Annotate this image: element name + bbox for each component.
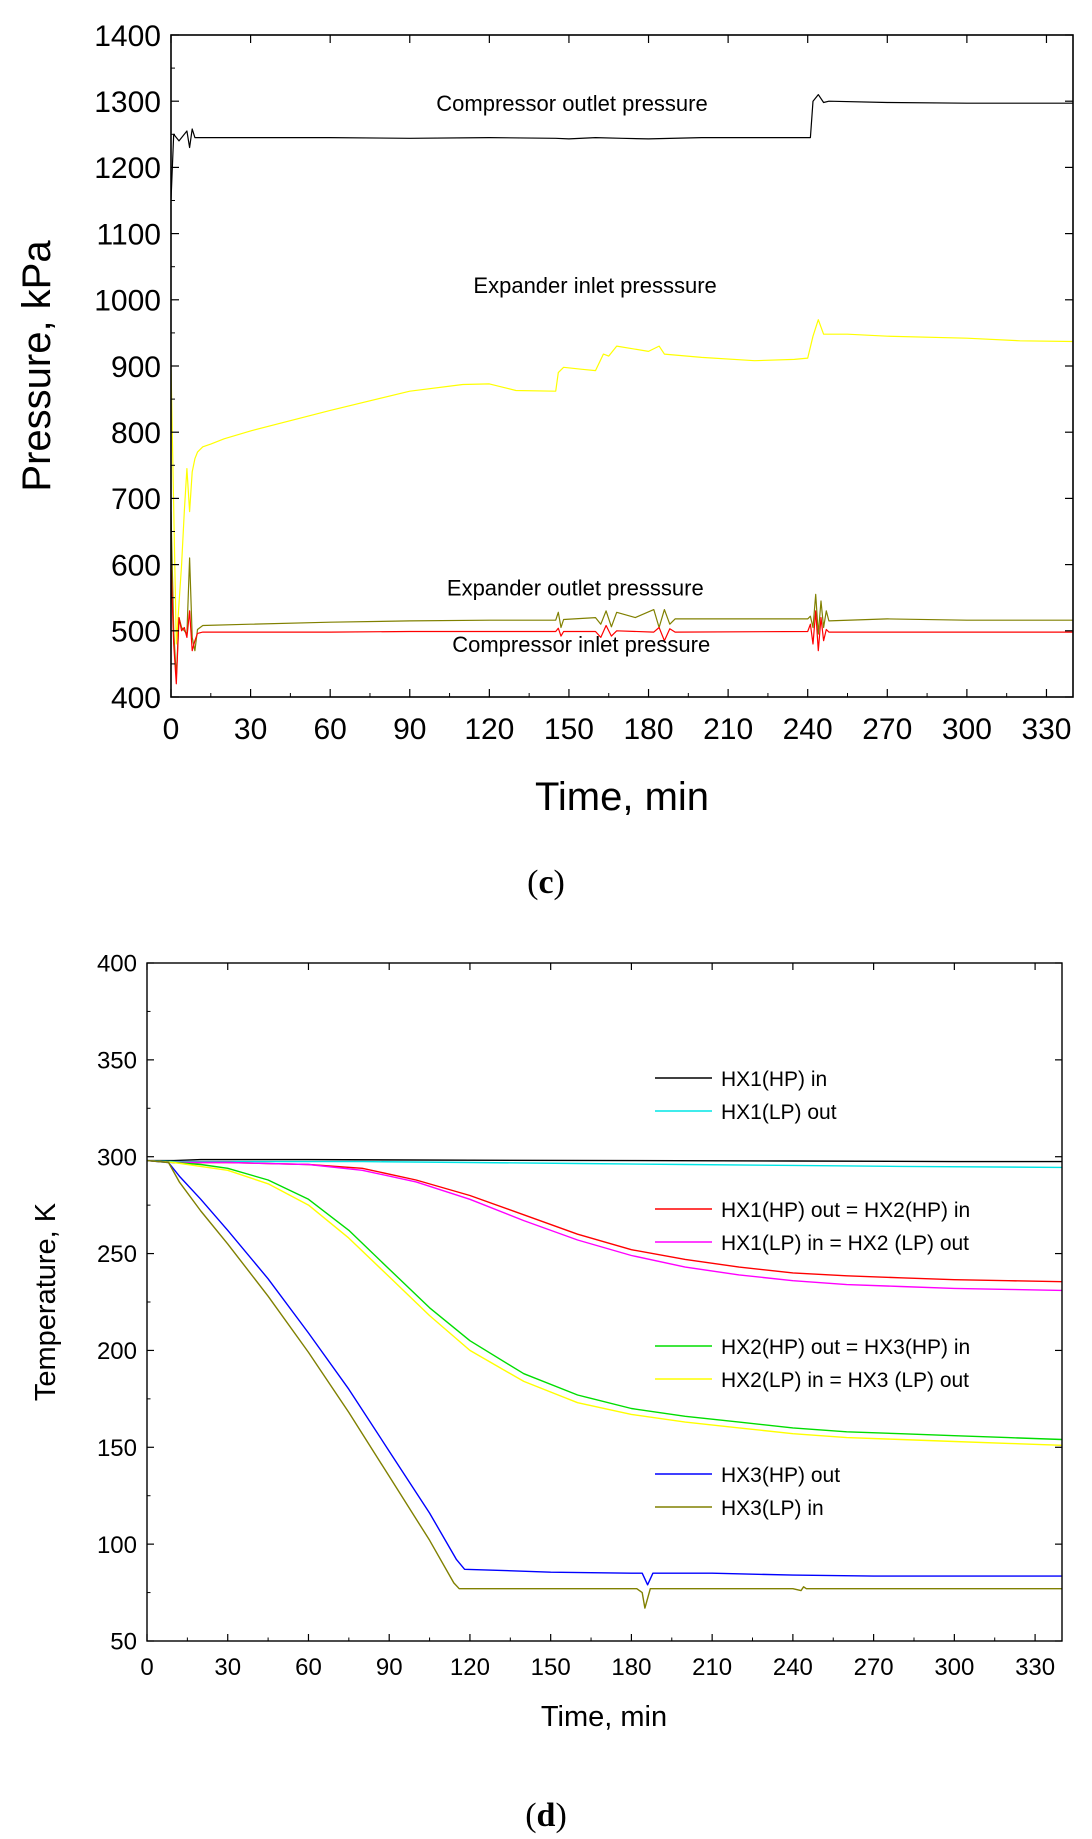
panel-d-legend-label-hx1-lp-in-hx2-lp-out: HX1(LP) in = HX2 (LP) out [721,1232,969,1255]
panel-c-label-compressor-outlet-pressure: Compressor outlet pressure [436,91,707,116]
panel-c-label: (c) [527,864,565,901]
panel-d-x-tick-label: 300 [934,1654,974,1681]
panel-d-x-tick-label: 60 [295,1654,322,1681]
panel-c-y-tick-label: 1400 [94,20,161,53]
panel-c-x-tick-label: 300 [942,713,992,746]
panel-d-legend-label-hx1-hp-out-hx2-hp-in: HX1(HP) out = HX2(HP) in [721,1199,970,1222]
panel-d-series-hx1-hp-in [147,1158,1062,1163]
panel-c-x-tick-label: 150 [544,713,594,746]
panel-d-series-hx3-lp-in [147,1159,1062,1609]
panel-d-y-tick-label: 100 [97,1532,137,1559]
panel-d-letter: d [537,1797,556,1834]
panel-c-y-axis-label: Pressure, kPa [15,240,59,492]
panel-d-y-tick-label: 300 [97,1144,137,1171]
panel-c-label-expander-inlet-presssure: Expander inlet presssure [473,273,716,298]
panel-c-series-compressor-outlet-pressure [171,93,1073,201]
panel-d-legend-label-hx3-hp-out: HX3(HP) out [721,1464,840,1487]
panel-d-y-axis-label: Temperature, K [30,1202,62,1401]
panel-c-series-expander-outlet-presssure [171,511,1073,678]
panel-c-x-tick-label: 90 [393,713,426,746]
panel-c-x-tick-label: 180 [623,713,673,746]
panel-d-y-tick-label: 250 [97,1241,137,1268]
panel-d-temperature-chart: 0 30 60 90 120 150 180 210 240 270 300 330 50 100 150 2… [30,951,1063,1834]
panel-d-x-tick-label: 270 [854,1654,894,1681]
panel-d-legend-label-hx1-lp-out: HX1(LP) out [721,1101,837,1124]
panel-c-label-compressor-inlet-pressure: Compressor inlet pressure [452,632,710,657]
panel-d-x-tick-label: 120 [450,1654,490,1681]
panel-c-x-tick-label: 0 [163,713,180,746]
panel-d-series-hx2-lp-in-hx3-lp-out [147,1159,1062,1446]
panel-c-x-tick-label: 60 [313,713,346,746]
panel-c-x-tick-label: 120 [464,713,514,746]
panel-c-y-tick-label: 400 [111,682,161,715]
panel-d-x-tick-label: 0 [140,1654,153,1681]
panel-c-y-tick-label: 800 [111,417,161,450]
panel-c-y-tick-label: 600 [111,549,161,582]
svg-text:(d): (d) [525,1797,567,1834]
panel-d-x-tick-label: 150 [531,1654,571,1681]
panel-d-x-tick-label: 330 [1015,1654,1055,1681]
panel-d-x-axis-label: Time, min [541,1701,667,1733]
panel-c-x-axis-label: Time, min [535,775,709,819]
panel-d-series-hx1-lp-in-hx2-lp-out [147,1159,1062,1292]
panel-d-plot-frame [146,962,1063,1642]
panel-c-x-tick-label: 240 [783,713,833,746]
panel-c-label-expander-outlet-presssure: Expander outlet presssure [447,576,704,601]
panel-c-series-compressor-inlet-pressure [171,564,1073,685]
panel-c-letter: c [538,864,553,901]
panel-d-series-hx3-hp-out [147,1159,1062,1586]
panel-d-legend-label-hx3-lp-in: HX3(LP) in [721,1497,824,1520]
panel-d-legend-label-hx2-hp-out-hx3-hp-in: HX2(HP) out = HX3(HP) in [721,1336,970,1359]
panel-d-label: (d) [525,1797,567,1834]
panel-d-x-tick-label: 240 [773,1654,813,1681]
panel-d-x-tick-label: 180 [611,1654,651,1681]
panel-c-y-tick-label: 500 [111,616,161,649]
panel-d-series-hx1-lp-out [147,1159,1062,1169]
panel-d-x-tick-label: 90 [376,1654,403,1681]
svg-text:(c): (c) [527,864,565,901]
panel-d-y-tick-label: 350 [97,1047,137,1074]
panel-c-pressure-chart: 0 30 60 90 120 150 180 210 240 270 300 330 400 500 600… [15,20,1074,901]
panel-c-y-tick-label: 1100 [96,218,161,251]
panel-d-x-tick-label: 30 [214,1654,241,1681]
panel-d-y-tick-label: 200 [97,1338,137,1365]
panel-c-x-tick-label: 210 [703,713,753,746]
panel-c-x-tick-label: 330 [1021,713,1071,746]
panel-c-x-tick-label: 270 [862,713,912,746]
panel-c-y-tick-label: 900 [111,351,161,384]
panel-d-x-tick-label: 210 [692,1654,732,1681]
panel-c-y-tick-label: 1000 [94,285,161,318]
panel-c-series-expander-inlet-presssure [171,319,1073,645]
panel-d-legend-label-hx1-hp-in: HX1(HP) in [721,1068,827,1091]
panel-c-y-tick-label: 700 [111,483,161,516]
panel-d-y-tick-label: 150 [97,1435,137,1462]
panel-c-y-tick-label: 1200 [94,152,161,185]
panel-d-y-tick-label: 50 [110,1629,137,1656]
panel-d-legend-label-hx2-lp-in-hx3-lp-out: HX2(LP) in = HX3 (LP) out [721,1369,969,1392]
panel-c-x-tick-label: 30 [234,713,267,746]
panel-d-y-tick-label: 400 [97,951,137,978]
panel-c-y-tick-label: 1300 [94,86,161,119]
panel-d-series-hx2-hp-out-hx3-hp-in [147,1159,1062,1441]
